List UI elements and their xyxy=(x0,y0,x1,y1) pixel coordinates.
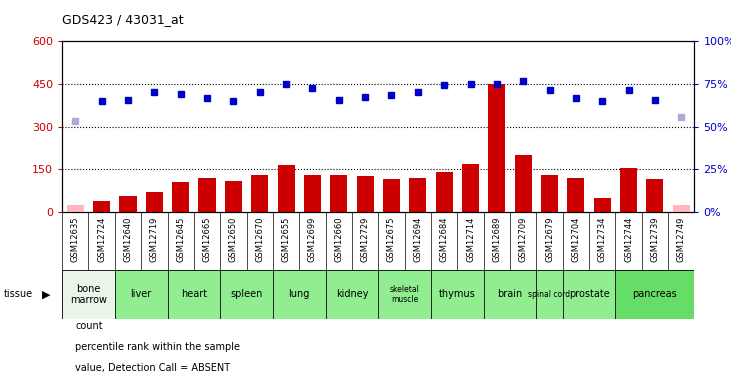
Text: GSM12694: GSM12694 xyxy=(413,216,423,262)
Bar xyxy=(594,198,611,212)
Bar xyxy=(646,179,664,212)
Bar xyxy=(357,176,374,212)
Text: GSM12684: GSM12684 xyxy=(439,216,449,262)
Bar xyxy=(673,205,690,212)
Text: GSM12749: GSM12749 xyxy=(677,216,686,262)
Bar xyxy=(616,270,694,319)
Text: kidney: kidney xyxy=(336,290,368,299)
Bar xyxy=(383,179,400,212)
Text: GSM12670: GSM12670 xyxy=(255,216,264,262)
Bar xyxy=(62,270,115,319)
Text: bone
marrow: bone marrow xyxy=(70,284,107,305)
Bar xyxy=(199,178,216,212)
Text: GSM12704: GSM12704 xyxy=(572,216,580,262)
Bar xyxy=(620,168,637,212)
Text: GSM12724: GSM12724 xyxy=(97,216,106,262)
Bar xyxy=(541,175,558,212)
Bar xyxy=(304,175,321,212)
Text: prostate: prostate xyxy=(569,290,610,299)
Bar xyxy=(462,164,479,212)
Text: value, Detection Call = ABSENT: value, Detection Call = ABSENT xyxy=(75,363,230,372)
Text: skeletal
muscle: skeletal muscle xyxy=(390,285,420,304)
Text: GSM12655: GSM12655 xyxy=(281,216,291,262)
Bar xyxy=(172,182,189,212)
Text: GSM12689: GSM12689 xyxy=(493,216,501,262)
Text: GSM12645: GSM12645 xyxy=(176,216,185,262)
Bar xyxy=(145,192,163,212)
Text: GSM12650: GSM12650 xyxy=(229,216,238,262)
Text: spinal cord: spinal cord xyxy=(529,290,571,299)
Text: tissue: tissue xyxy=(4,290,33,299)
Text: percentile rank within the sample: percentile rank within the sample xyxy=(75,342,240,352)
Text: pancreas: pancreas xyxy=(632,290,678,299)
Text: GSM12739: GSM12739 xyxy=(651,216,659,262)
Bar xyxy=(379,270,431,319)
Bar xyxy=(225,181,242,212)
Bar xyxy=(409,178,426,212)
Text: heart: heart xyxy=(181,290,207,299)
Bar xyxy=(484,270,537,319)
Text: GSM12744: GSM12744 xyxy=(624,216,633,262)
Bar xyxy=(278,165,295,212)
Text: GSM12675: GSM12675 xyxy=(387,216,396,262)
Bar xyxy=(167,270,220,319)
Text: GSM12635: GSM12635 xyxy=(71,216,80,262)
Text: ▶: ▶ xyxy=(42,290,51,299)
Text: lung: lung xyxy=(289,290,310,299)
Bar xyxy=(67,205,84,212)
Bar xyxy=(220,270,273,319)
Text: liver: liver xyxy=(131,290,152,299)
Text: GSM12679: GSM12679 xyxy=(545,216,554,262)
Text: GSM12729: GSM12729 xyxy=(360,216,370,262)
Text: GSM12665: GSM12665 xyxy=(202,216,211,262)
Bar xyxy=(488,84,505,212)
Bar xyxy=(431,270,484,319)
Text: GSM12660: GSM12660 xyxy=(334,216,344,262)
Bar xyxy=(273,270,325,319)
Text: brain: brain xyxy=(497,290,523,299)
Bar xyxy=(115,270,167,319)
Text: GSM12719: GSM12719 xyxy=(150,216,159,262)
Bar xyxy=(330,175,347,212)
Text: GSM12714: GSM12714 xyxy=(466,216,475,262)
Text: spleen: spleen xyxy=(230,290,262,299)
Text: thymus: thymus xyxy=(439,290,476,299)
Bar xyxy=(567,178,585,212)
Text: GSM12709: GSM12709 xyxy=(519,216,528,262)
Bar xyxy=(537,270,563,319)
Bar xyxy=(563,270,616,319)
Text: GSM12640: GSM12640 xyxy=(124,216,132,262)
Text: GDS423 / 43031_at: GDS423 / 43031_at xyxy=(62,13,183,26)
Bar xyxy=(251,175,268,212)
Bar xyxy=(325,270,379,319)
Text: GSM12699: GSM12699 xyxy=(308,216,317,262)
Bar xyxy=(515,155,531,212)
Bar xyxy=(119,196,137,212)
Bar xyxy=(93,201,110,212)
Text: GSM12734: GSM12734 xyxy=(598,216,607,262)
Text: count: count xyxy=(75,321,103,331)
Bar xyxy=(436,172,452,212)
